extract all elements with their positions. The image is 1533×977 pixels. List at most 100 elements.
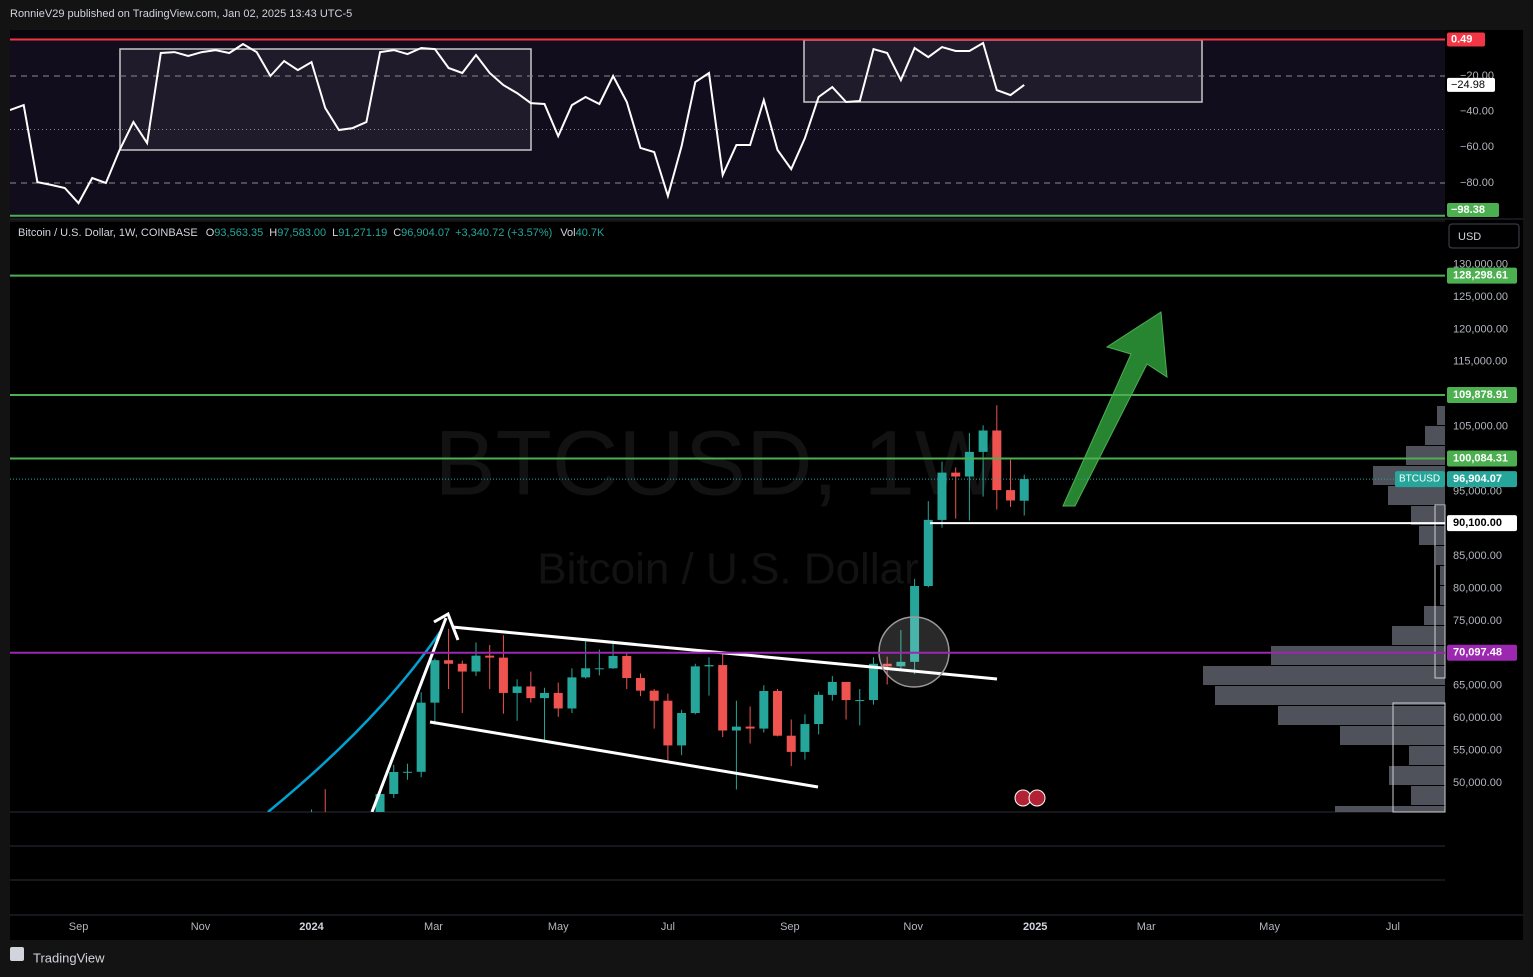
candle-body (718, 665, 728, 731)
candle-body (923, 519, 933, 587)
x-tick-label: Jul (1386, 921, 1400, 933)
x-tick-label: Nov (903, 921, 923, 933)
y-tick-label: 120,000.00 (1453, 323, 1508, 335)
candle-body (855, 700, 865, 702)
highlight-box (119, 48, 532, 151)
arrow-head (433, 611, 460, 641)
x-tick-label: May (1259, 921, 1280, 933)
level-tag-label: 90,100.00 (1453, 517, 1502, 529)
level-tag (1447, 32, 1485, 47)
volume-profile (1203, 406, 1445, 812)
candle-body (786, 735, 796, 752)
level-tag-label: −98.38 (1451, 204, 1485, 216)
candle-body (553, 692, 563, 709)
candle-body (608, 655, 618, 669)
legend-change: +3,340.72 (+3.57%) (455, 227, 552, 239)
legend-volume-key: Vol (560, 227, 575, 239)
candle-body (444, 660, 454, 664)
candle-body (937, 472, 947, 520)
candle-body (402, 771, 412, 773)
candle-body (581, 668, 591, 678)
oscillator-band (10, 40, 1445, 216)
candle-body (512, 686, 522, 693)
level-tag (1447, 386, 1517, 403)
y-tick-label: −80.00 (1460, 177, 1494, 189)
legend: Bitcoin / U.S. Dollar, 1W, COINBASE O93,5… (18, 227, 605, 239)
level-tag (1447, 450, 1517, 467)
legend-value: 91,271.19 (338, 227, 387, 239)
legend-value: 93,563.35 (214, 227, 263, 239)
x-tick-label: Mar (424, 921, 443, 933)
trend-curve (267, 631, 442, 812)
last-price-label: 96,904.07 (1453, 473, 1502, 485)
y-tick-label: 60,000.00 (1453, 712, 1502, 724)
level-tag (1447, 644, 1517, 661)
candle-body (1006, 490, 1016, 501)
candle-body (731, 726, 741, 731)
candle-body (635, 678, 645, 691)
x-tick-label: 2024 (299, 921, 324, 933)
candle-body (882, 663, 892, 667)
legend-key: C (393, 227, 401, 239)
candle-body (964, 451, 974, 477)
candle-body (800, 724, 810, 752)
level-tag (1447, 515, 1517, 532)
y-tick-label: 95,000.00 (1453, 485, 1502, 497)
x-tick-label: Jul (661, 921, 675, 933)
candle-body (416, 702, 426, 772)
candle-body (910, 586, 920, 662)
currency-label[interactable]: USD (1458, 231, 1481, 243)
candle-body (649, 690, 659, 701)
candle-body (471, 655, 481, 672)
candle-body (759, 690, 769, 729)
watermark-symbol: BTCUSD, 1W (434, 412, 1002, 514)
currency-button[interactable] (1448, 223, 1520, 249)
value-area (1434, 504, 1446, 679)
candle-body (978, 430, 988, 452)
x-tick-label: 2025 (1023, 921, 1047, 933)
y-tick-label: −40.00 (1460, 106, 1494, 118)
main-pane (10, 222, 1445, 915)
candle-body (540, 692, 550, 699)
legend-value: 97,583.00 (277, 227, 326, 239)
candle-body (704, 665, 714, 667)
level-tag-label: 100,084.31 (1453, 452, 1508, 464)
x-tick-label: Sep (780, 921, 800, 933)
event-icon (1028, 789, 1046, 807)
x-tick-label: May (548, 921, 569, 933)
y-tick-label: 105,000.00 (1453, 421, 1508, 433)
footer-brand: TradingView (33, 950, 105, 965)
candle-body (389, 771, 399, 795)
channel-lower (429, 720, 819, 789)
candle-body (677, 713, 687, 746)
symbol-tag (1395, 471, 1445, 488)
candle-body (690, 666, 700, 714)
symbol-label: BTCUSD (1399, 474, 1440, 485)
candle-body (485, 655, 495, 658)
legend-volume: 40.7K (576, 227, 605, 239)
legend-symbol: Bitcoin / U.S. Dollar, 1W, COINBASE (18, 227, 198, 239)
watermark-description: Bitcoin / U.S. Dollar (537, 545, 918, 594)
y-tick-label: 130,000.00 (1453, 259, 1508, 271)
legend-key: O (206, 227, 215, 239)
y-tick-label: 50,000.00 (1453, 777, 1502, 789)
candle-body (992, 430, 1002, 491)
candle-body (814, 694, 824, 725)
candle-body (868, 663, 878, 701)
oscillator-line (10, 41, 1025, 205)
y-tick-label: 65,000.00 (1453, 680, 1502, 692)
last-price-tag (1447, 471, 1517, 488)
trend-line (370, 617, 448, 812)
candle-body (827, 681, 837, 695)
x-tick-label: Sep (69, 921, 89, 933)
candle-body (745, 726, 755, 729)
candles (311, 405, 1029, 812)
level-tag (1447, 267, 1517, 284)
value-label: −24.98 (1451, 79, 1485, 91)
value-tag (1447, 77, 1495, 92)
time-axis (10, 915, 1523, 940)
candle-body (773, 690, 783, 736)
publisher-line: RonnieV29 published on TradingView.com, … (10, 8, 352, 20)
candle-body (951, 472, 961, 477)
